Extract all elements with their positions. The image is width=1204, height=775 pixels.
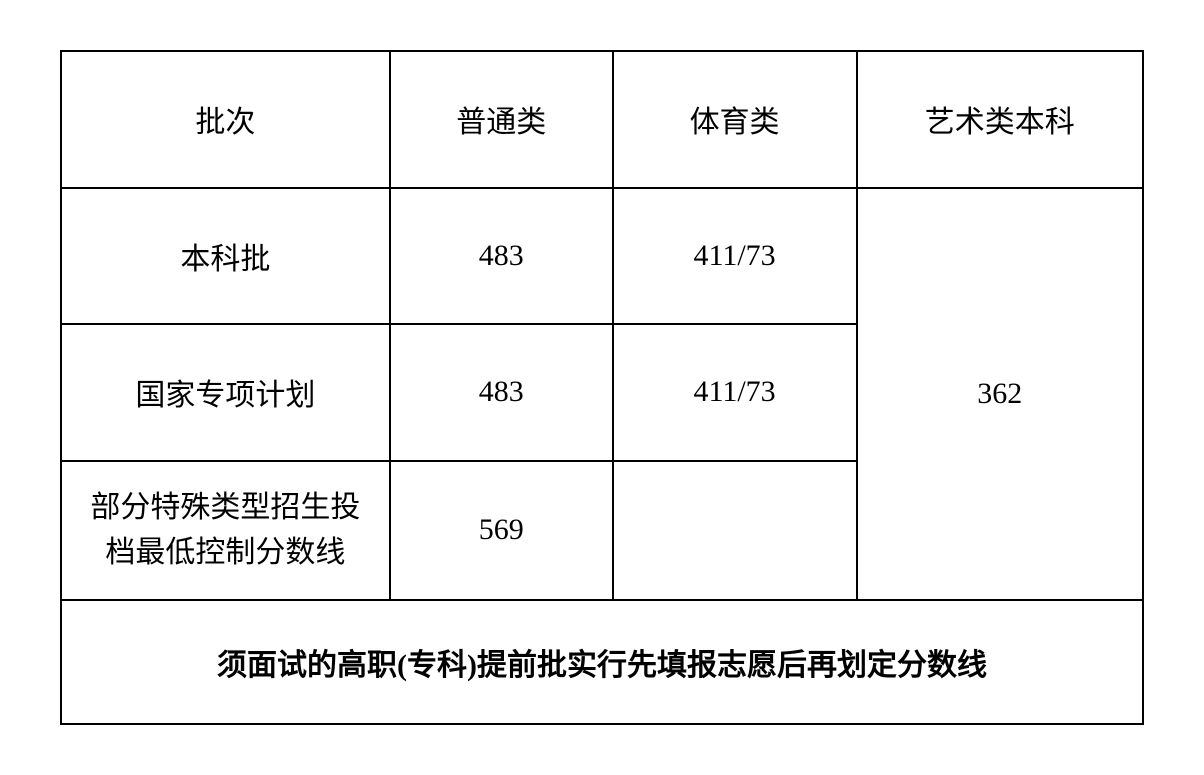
cell-sports-1: 411/73: [613, 324, 857, 461]
cell-general-1: 483: [390, 324, 613, 461]
cell-sports-2: [613, 461, 857, 600]
cell-general-2: 569: [390, 461, 613, 600]
footer-note: 须面试的高职(专科)提前批实行先填报志愿后再划定分数线: [61, 600, 1143, 724]
header-general: 普通类: [390, 51, 613, 188]
header-art: 艺术类本科: [857, 51, 1143, 188]
header-batch: 批次: [61, 51, 390, 188]
cell-batch-2: 部分特殊类型招生投档最低控制分数线: [61, 461, 390, 600]
score-table: 批次 普通类 体育类 艺术类本科 本科批 483 411/73 362 国家专项…: [60, 50, 1144, 725]
header-sports: 体育类: [613, 51, 857, 188]
table-footer-row: 须面试的高职(专科)提前批实行先填报志愿后再划定分数线: [61, 600, 1143, 724]
cell-batch-1: 国家专项计划: [61, 324, 390, 461]
cell-batch-0: 本科批: [61, 188, 390, 325]
cell-sports-0: 411/73: [613, 188, 857, 325]
cell-general-0: 483: [390, 188, 613, 325]
table-row: 本科批 483 411/73 362: [61, 188, 1143, 325]
cell-art-merged: 362: [857, 188, 1143, 600]
table-header-row: 批次 普通类 体育类 艺术类本科: [61, 51, 1143, 188]
